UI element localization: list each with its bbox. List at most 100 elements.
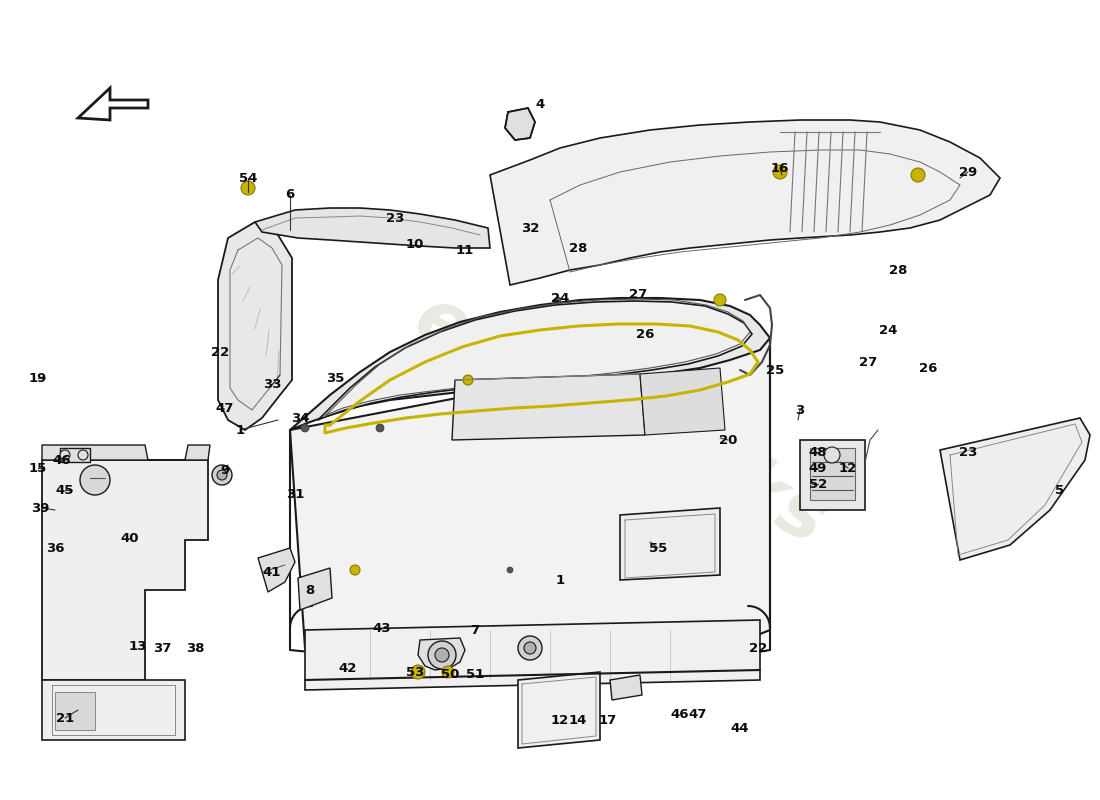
Circle shape xyxy=(824,447,840,463)
Polygon shape xyxy=(290,338,770,662)
Text: 5: 5 xyxy=(1055,483,1065,497)
Text: 33: 33 xyxy=(263,378,282,391)
Text: 21: 21 xyxy=(56,711,74,725)
Text: a passion for details: a passion for details xyxy=(460,432,720,588)
Text: 28: 28 xyxy=(889,263,908,277)
Polygon shape xyxy=(800,440,865,510)
Text: 38: 38 xyxy=(186,642,205,654)
Text: 36: 36 xyxy=(46,542,64,554)
Circle shape xyxy=(442,666,454,678)
Text: 11: 11 xyxy=(455,243,474,257)
Circle shape xyxy=(78,450,88,460)
Polygon shape xyxy=(218,222,292,430)
Circle shape xyxy=(350,565,360,575)
Circle shape xyxy=(241,181,255,195)
Text: 32: 32 xyxy=(520,222,539,234)
Text: 14: 14 xyxy=(569,714,587,726)
Text: 43: 43 xyxy=(373,622,392,634)
Circle shape xyxy=(714,294,726,306)
Polygon shape xyxy=(490,120,1000,285)
Circle shape xyxy=(556,297,561,303)
Circle shape xyxy=(648,414,656,422)
Polygon shape xyxy=(298,568,332,610)
Text: 10: 10 xyxy=(406,238,425,251)
Polygon shape xyxy=(810,448,855,500)
Polygon shape xyxy=(255,208,490,248)
Text: 54: 54 xyxy=(239,171,257,185)
Polygon shape xyxy=(42,680,185,740)
Circle shape xyxy=(411,665,425,679)
Text: 15: 15 xyxy=(29,462,47,474)
Text: 12: 12 xyxy=(839,462,857,474)
Polygon shape xyxy=(290,298,770,430)
Text: 46: 46 xyxy=(671,709,690,722)
Circle shape xyxy=(60,450,70,460)
Text: 22: 22 xyxy=(749,642,767,654)
Text: 34: 34 xyxy=(290,411,309,425)
Text: 1: 1 xyxy=(235,423,244,437)
Polygon shape xyxy=(258,548,295,592)
Polygon shape xyxy=(318,301,752,420)
Text: 24: 24 xyxy=(551,291,569,305)
Text: 31: 31 xyxy=(286,489,305,502)
Text: 48: 48 xyxy=(808,446,827,458)
Polygon shape xyxy=(940,418,1090,560)
Text: 19: 19 xyxy=(29,371,47,385)
Circle shape xyxy=(773,165,786,179)
Circle shape xyxy=(465,377,471,383)
Text: 26: 26 xyxy=(636,329,654,342)
Text: 4: 4 xyxy=(536,98,544,111)
Polygon shape xyxy=(305,620,760,690)
Text: 45: 45 xyxy=(56,483,74,497)
Text: 27: 27 xyxy=(859,355,877,369)
Circle shape xyxy=(212,465,232,485)
Text: 41: 41 xyxy=(263,566,282,578)
Circle shape xyxy=(507,567,513,573)
Text: 16: 16 xyxy=(771,162,789,174)
Text: 52: 52 xyxy=(808,478,827,490)
Polygon shape xyxy=(452,374,645,440)
Text: 55: 55 xyxy=(649,542,667,554)
Text: eurobricks: eurobricks xyxy=(402,280,838,560)
Text: 9: 9 xyxy=(220,463,230,477)
Text: 17: 17 xyxy=(598,714,617,726)
Text: 49: 49 xyxy=(808,462,827,474)
Polygon shape xyxy=(55,692,95,730)
Text: 42: 42 xyxy=(339,662,358,674)
Circle shape xyxy=(217,470,227,480)
Text: 23: 23 xyxy=(386,211,404,225)
Text: 51: 51 xyxy=(466,669,484,682)
Text: 1: 1 xyxy=(556,574,564,586)
Circle shape xyxy=(434,648,449,662)
Text: 3: 3 xyxy=(795,403,804,417)
Circle shape xyxy=(911,168,925,182)
Polygon shape xyxy=(60,448,90,462)
Text: 53: 53 xyxy=(406,666,425,678)
Text: 50: 50 xyxy=(441,669,459,682)
Circle shape xyxy=(463,375,473,385)
Text: 25: 25 xyxy=(766,363,784,377)
Text: 28: 28 xyxy=(569,242,587,254)
Polygon shape xyxy=(78,88,148,120)
Text: 23: 23 xyxy=(959,446,977,458)
Polygon shape xyxy=(640,368,725,435)
Circle shape xyxy=(554,414,562,422)
Polygon shape xyxy=(505,108,535,140)
Text: 47: 47 xyxy=(689,709,707,722)
Text: 44: 44 xyxy=(730,722,749,734)
Circle shape xyxy=(80,465,110,495)
Circle shape xyxy=(376,424,384,432)
Text: 12: 12 xyxy=(551,714,569,726)
Polygon shape xyxy=(42,445,210,460)
Text: 39: 39 xyxy=(31,502,50,514)
Text: 40: 40 xyxy=(121,531,140,545)
Polygon shape xyxy=(610,675,642,700)
Text: 13: 13 xyxy=(129,641,147,654)
Circle shape xyxy=(301,424,309,432)
Text: 46: 46 xyxy=(53,454,72,466)
Polygon shape xyxy=(42,460,208,680)
Polygon shape xyxy=(518,672,600,748)
Circle shape xyxy=(428,641,456,669)
Text: 24: 24 xyxy=(879,323,898,337)
Text: 37: 37 xyxy=(153,642,172,654)
